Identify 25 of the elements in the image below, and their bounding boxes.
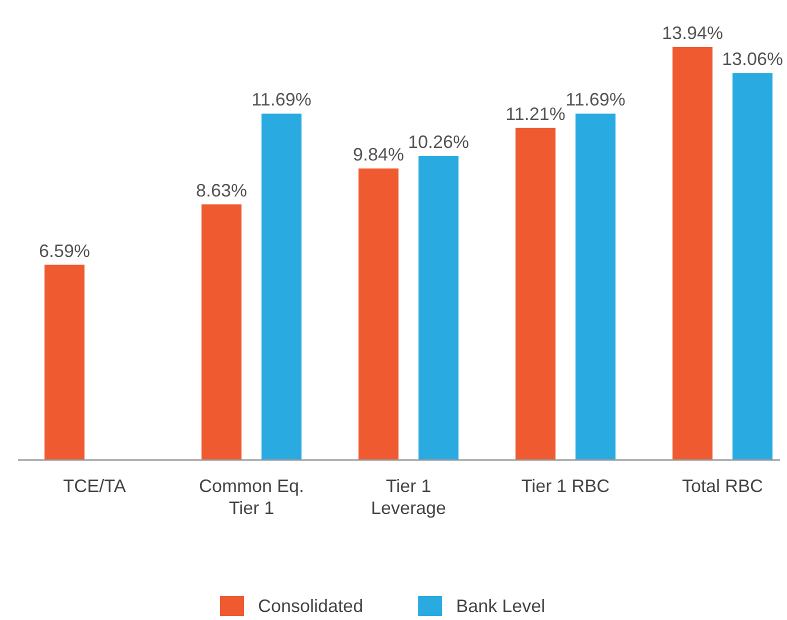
x-tick-label: TCE/TA	[63, 476, 126, 496]
data-label: 8.63%	[196, 180, 248, 200]
bar	[202, 204, 242, 460]
data-label: 9.84%	[352, 144, 404, 164]
x-tick-label: Tier 1 RBC	[521, 476, 610, 496]
bar	[576, 114, 616, 460]
legend-label: Consolidated	[258, 596, 364, 616]
bar	[44, 264, 84, 460]
x-tick-label: Total RBC	[682, 476, 764, 496]
data-label: 13.94%	[662, 23, 724, 43]
x-tick-label: Tier 1 Leverage	[370, 476, 446, 518]
bar	[672, 47, 712, 460]
data-label: 11.21%	[506, 104, 566, 124]
data-label: 10.26%	[408, 132, 470, 152]
data-label: 11.69%	[566, 90, 626, 110]
x-tick-label: Common Eq. Tier 1	[198, 476, 304, 518]
bar	[732, 73, 772, 460]
data-label: 6.59%	[38, 240, 90, 261]
bar	[516, 128, 556, 460]
bar	[418, 156, 458, 460]
bar	[358, 168, 398, 460]
data-label: 11.69%	[252, 90, 312, 110]
legend-label: Bank Level	[456, 596, 546, 616]
bar	[262, 114, 302, 460]
data-label: 13.06%	[722, 49, 784, 70]
